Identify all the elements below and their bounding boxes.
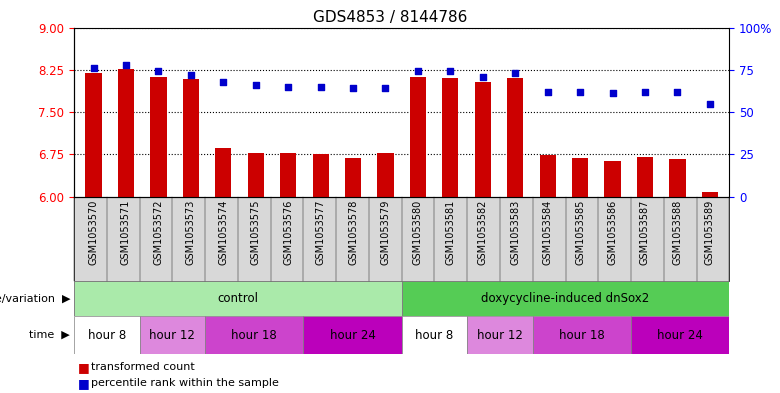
Bar bbox=[205, 316, 303, 354]
Bar bbox=[604, 161, 621, 196]
Point bbox=[704, 100, 716, 107]
Bar bbox=[442, 78, 459, 196]
Bar bbox=[631, 316, 729, 354]
Bar bbox=[410, 77, 426, 196]
Point bbox=[574, 88, 587, 95]
Point bbox=[606, 90, 619, 97]
Text: hour 24: hour 24 bbox=[330, 329, 375, 342]
Point bbox=[152, 68, 165, 75]
Point bbox=[347, 85, 360, 92]
Point bbox=[120, 62, 133, 68]
Point bbox=[379, 85, 392, 92]
Bar bbox=[74, 316, 140, 354]
Point bbox=[87, 65, 100, 71]
Text: hour 8: hour 8 bbox=[415, 329, 454, 342]
Bar bbox=[313, 154, 328, 196]
Point bbox=[509, 70, 522, 76]
Text: doxycycline-induced dnSox2: doxycycline-induced dnSox2 bbox=[481, 292, 650, 305]
Point bbox=[314, 83, 327, 90]
Bar bbox=[151, 77, 167, 196]
Bar bbox=[636, 156, 653, 196]
Text: GDS4853 / 8144786: GDS4853 / 8144786 bbox=[313, 10, 467, 25]
Point bbox=[477, 73, 489, 80]
Bar bbox=[540, 155, 556, 196]
Point bbox=[250, 82, 262, 88]
Bar bbox=[669, 159, 686, 196]
Bar bbox=[303, 316, 402, 354]
Bar bbox=[215, 148, 232, 196]
Text: hour 12: hour 12 bbox=[477, 329, 523, 342]
Text: transformed count: transformed count bbox=[91, 362, 195, 373]
Text: hour 24: hour 24 bbox=[658, 329, 703, 342]
Bar bbox=[345, 158, 361, 196]
Point bbox=[282, 83, 294, 90]
Point bbox=[412, 68, 424, 75]
Bar bbox=[507, 78, 523, 196]
Bar bbox=[402, 316, 467, 354]
Text: percentile rank within the sample: percentile rank within the sample bbox=[91, 378, 279, 388]
Bar bbox=[702, 192, 718, 196]
Text: genotype/variation  ▶: genotype/variation ▶ bbox=[0, 294, 70, 304]
Text: hour 18: hour 18 bbox=[559, 329, 604, 342]
Bar bbox=[475, 82, 491, 196]
Point bbox=[217, 79, 229, 85]
Bar bbox=[280, 152, 296, 196]
Bar bbox=[140, 316, 205, 354]
Text: ■: ■ bbox=[78, 361, 90, 374]
Bar bbox=[533, 316, 631, 354]
Text: hour 12: hour 12 bbox=[150, 329, 195, 342]
Point bbox=[639, 88, 651, 95]
Bar bbox=[247, 152, 264, 196]
Point bbox=[541, 88, 554, 95]
Point bbox=[185, 72, 197, 78]
Text: hour 18: hour 18 bbox=[232, 329, 277, 342]
Bar bbox=[402, 281, 729, 316]
Bar bbox=[118, 69, 134, 196]
Bar bbox=[86, 73, 101, 196]
Bar bbox=[467, 316, 533, 354]
Text: ■: ■ bbox=[78, 376, 90, 390]
Bar bbox=[74, 281, 402, 316]
Text: hour 8: hour 8 bbox=[87, 329, 126, 342]
Point bbox=[671, 88, 683, 95]
Text: time  ▶: time ▶ bbox=[30, 330, 70, 340]
Bar bbox=[183, 79, 199, 196]
Bar bbox=[572, 158, 588, 196]
Text: control: control bbox=[218, 292, 258, 305]
Point bbox=[444, 68, 456, 75]
Bar bbox=[378, 153, 394, 196]
